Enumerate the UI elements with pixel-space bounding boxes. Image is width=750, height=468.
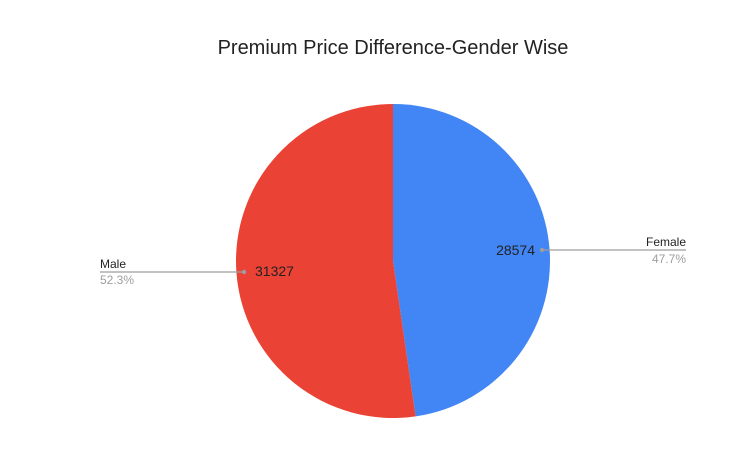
female-leader-dot [539,247,545,253]
female-value-label: 28574 [496,242,535,258]
pie-slices [236,104,551,418]
pie-slice-male [236,104,416,418]
male-legend-name: Male [100,257,126,271]
male-value-label: 31327 [255,263,294,279]
female-legend-name: Female [646,235,686,249]
chart-title: Premium Price Difference-Gender Wise [217,37,569,59]
female-legend-percent: 47.7% [652,252,686,266]
pie-slice-female [393,104,551,417]
male-leader-dot [241,269,247,275]
male-legend-percent: 52.3% [100,273,134,287]
pie-callouts: 28574 Female 47.7% 31327 Male 52.3% [100,235,686,287]
